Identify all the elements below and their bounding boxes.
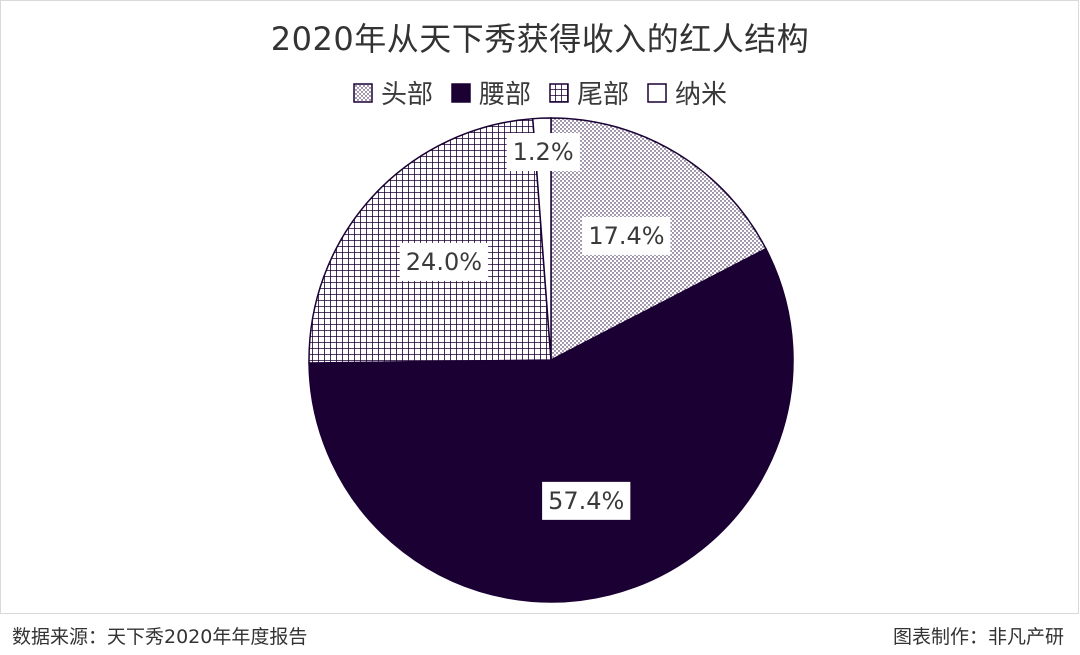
legend-label-tail: 尾部 (577, 80, 630, 110)
data-source-note: 数据来源：天下秀2020年年度报告 (12, 626, 308, 648)
pie-label-head: 17.4% (588, 222, 664, 250)
legend-item-head: 头部 (353, 74, 433, 111)
pie-labels: 17.4% 57.4% 24.0% 1.2% (399, 133, 671, 520)
legend-swatch-empty-icon (647, 82, 667, 103)
chart-legend: 头部 腰部 尾部 纳米 (0, 74, 1080, 111)
legend-item-tail: 尾部 (549, 74, 629, 111)
legend-label-nano: 纳米 (675, 80, 728, 110)
legend-label-head: 头部 (380, 80, 433, 110)
pie-label-waist: 57.4% (548, 487, 624, 515)
legend-swatch-solid-icon (451, 82, 471, 103)
pie-slice-nano (531, 117, 552, 361)
legend-label-waist: 腰部 (478, 80, 531, 110)
legend-swatch-dots-icon (353, 82, 373, 103)
legend-swatch-grid-icon (549, 82, 569, 103)
pie-label-background (399, 242, 489, 281)
pie-slice-tail (308, 117, 552, 364)
legend-item-nano: 纳米 (647, 74, 727, 111)
chart-maker-note: 图表制作：非凡产研 (892, 626, 1064, 648)
chart-title: 2020年从天下秀获得收入的红人结构 (270, 20, 810, 58)
legend-item-waist: 腰部 (451, 74, 531, 111)
pie-label-background (542, 481, 631, 520)
pie-slice-waist (308, 247, 794, 603)
pie-slices (308, 117, 794, 603)
pie-label-background (582, 216, 671, 255)
pie-chart: 17.4% 57.4% 24.0% 1.2% (308, 117, 794, 603)
pie-label-nano: 1.2% (513, 138, 574, 166)
pie-label-tail: 24.0% (406, 248, 482, 276)
footer: 数据来源：天下秀2020年年度报告 图表制作：非凡产研 (0, 620, 1080, 650)
pie-label-background (506, 133, 580, 172)
